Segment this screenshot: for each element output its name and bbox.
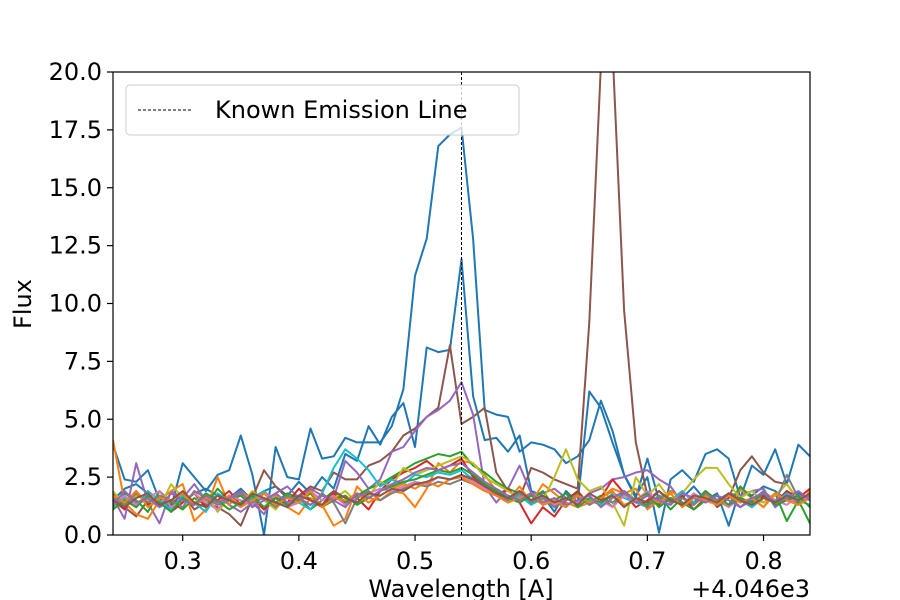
x-tick-label: 0.3: [164, 547, 202, 575]
legend-box: [125, 84, 520, 136]
y-tick-label: 20.0: [49, 58, 102, 86]
y-axis: 0.0 2.5 5.0 7.5 10.0 12.5 15.0 17.5 20.0: [49, 58, 113, 549]
y-tick-label: 2.5: [64, 463, 102, 491]
y-axis-label: Flux: [9, 279, 37, 329]
x-tick-label: 0.8: [744, 547, 782, 575]
legend-label: Known Emission Line: [215, 96, 468, 124]
x-axis: 0.3 0.4 0.5 0.6 0.7 0.8: [164, 535, 783, 575]
y-tick-label: 15.0: [49, 174, 102, 202]
y-tick-label: 10.0: [49, 290, 102, 318]
x-tick-label: 0.7: [628, 547, 666, 575]
y-tick-label: 5.0: [64, 405, 102, 433]
x-axis-label: Wavelength [A]: [368, 575, 553, 600]
x-tick-label: 0.6: [512, 547, 550, 575]
y-tick-label: 0.0: [64, 521, 102, 549]
x-offset-label: +4.046e3: [691, 575, 810, 600]
y-tick-label: 17.5: [49, 116, 102, 144]
y-tick-label: 12.5: [49, 232, 102, 260]
x-tick-label: 0.4: [280, 547, 318, 575]
legend: Known Emission Line: [125, 84, 520, 136]
x-tick-label: 0.5: [396, 547, 434, 575]
y-tick-label: 7.5: [64, 347, 102, 375]
